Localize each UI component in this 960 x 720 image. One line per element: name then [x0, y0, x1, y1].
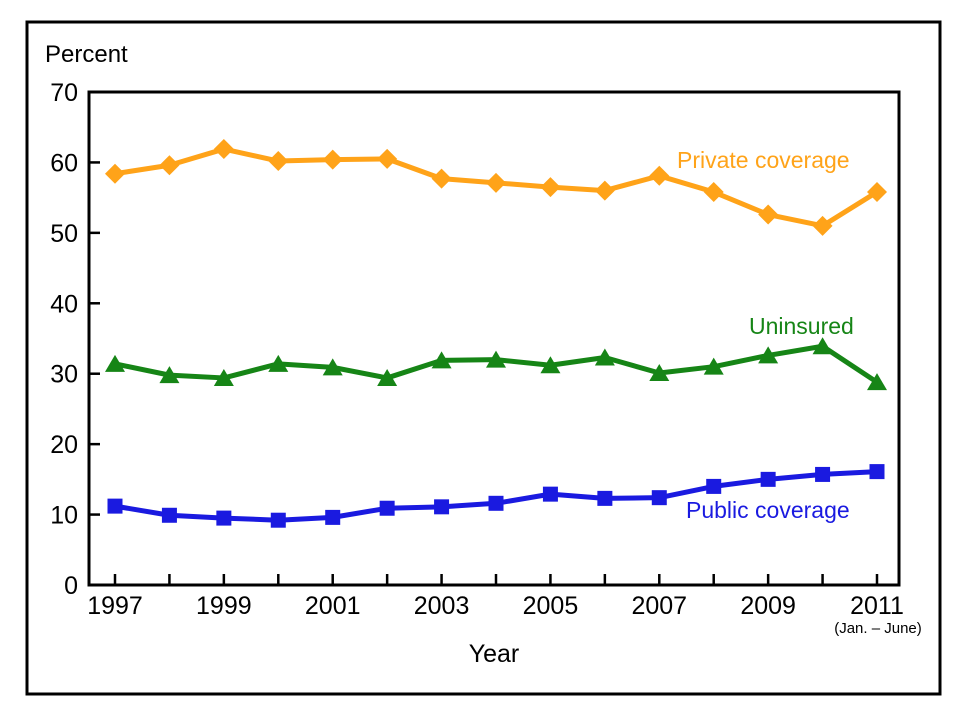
triangle-marker [703, 357, 724, 375]
triangle-marker [213, 368, 234, 386]
x-tick-label: 2007 [631, 592, 687, 620]
diamond-marker [703, 182, 724, 203]
y-axis-title: Percent [45, 41, 128, 68]
triangle-marker [649, 364, 670, 382]
triangle-marker [758, 346, 779, 364]
x-axis-note: (Jan. – June) [834, 620, 922, 637]
diamond-marker [159, 155, 180, 176]
series-label-private-coverage: Private coverage [677, 147, 850, 173]
series-label-public-coverage: Public coverage [686, 497, 850, 523]
diamond-marker [322, 149, 343, 170]
series-public-coverage [107, 464, 885, 528]
square-marker [706, 478, 722, 494]
y-tick-label: 20 [50, 431, 78, 459]
y-tick-label: 10 [50, 502, 78, 530]
diamond-marker [105, 163, 125, 184]
diamond-marker [431, 168, 452, 189]
square-marker [760, 471, 776, 487]
diamond-marker [377, 148, 398, 169]
x-tick-label: 1997 [87, 592, 143, 620]
y-tick-label: 40 [50, 290, 78, 318]
series-uninsured [105, 337, 887, 391]
x-tick-label: 2001 [305, 592, 361, 620]
x-tick-label: 1999 [196, 592, 252, 620]
square-marker [379, 500, 395, 516]
triangle-marker [486, 350, 506, 368]
y-tick-label: 60 [50, 149, 78, 177]
x-tick-label: 2005 [523, 592, 579, 620]
y-tick-label: 70 [50, 79, 78, 107]
plot-frame [87, 90, 901, 587]
x-tick-label: 2003 [414, 592, 470, 620]
triangle-marker [105, 354, 125, 372]
square-marker [325, 509, 341, 525]
square-marker [651, 490, 667, 506]
y-tick-label: 30 [50, 361, 78, 389]
square-marker [542, 486, 558, 502]
triangle-marker [540, 356, 561, 374]
triangle-marker [377, 368, 398, 386]
y-tick-label: 50 [50, 220, 78, 248]
diamond-marker [867, 182, 887, 203]
triangle-marker [594, 348, 615, 366]
x-axis-title: Year [468, 640, 520, 668]
diamond-marker [594, 180, 615, 201]
triangle-marker [431, 351, 452, 369]
diamond-marker [213, 139, 234, 160]
diamond-marker [758, 204, 779, 225]
triangle-marker [322, 358, 343, 376]
square-marker [869, 464, 885, 480]
series-label-uninsured: Uninsured [749, 313, 854, 339]
square-marker [107, 498, 123, 514]
square-marker [216, 510, 232, 526]
square-marker [815, 466, 831, 482]
diamond-marker [540, 177, 561, 198]
square-marker [488, 495, 504, 511]
diamond-marker [812, 215, 833, 236]
triangle-marker [867, 373, 887, 391]
square-marker [434, 499, 450, 515]
diamond-marker [486, 172, 506, 193]
triangle-marker [159, 366, 180, 384]
triangle-marker [812, 337, 833, 355]
square-marker [597, 490, 613, 506]
outer-border [25, 20, 942, 696]
square-marker [161, 507, 177, 523]
diamond-marker [268, 151, 289, 172]
diamond-marker [649, 165, 670, 186]
triangle-marker [268, 354, 289, 372]
x-tick-label: 2011 [850, 592, 904, 620]
series-private-coverage [105, 139, 887, 236]
x-tick-label: 2009 [740, 592, 796, 620]
y-tick-label: 0 [64, 572, 78, 600]
square-marker [270, 512, 286, 528]
